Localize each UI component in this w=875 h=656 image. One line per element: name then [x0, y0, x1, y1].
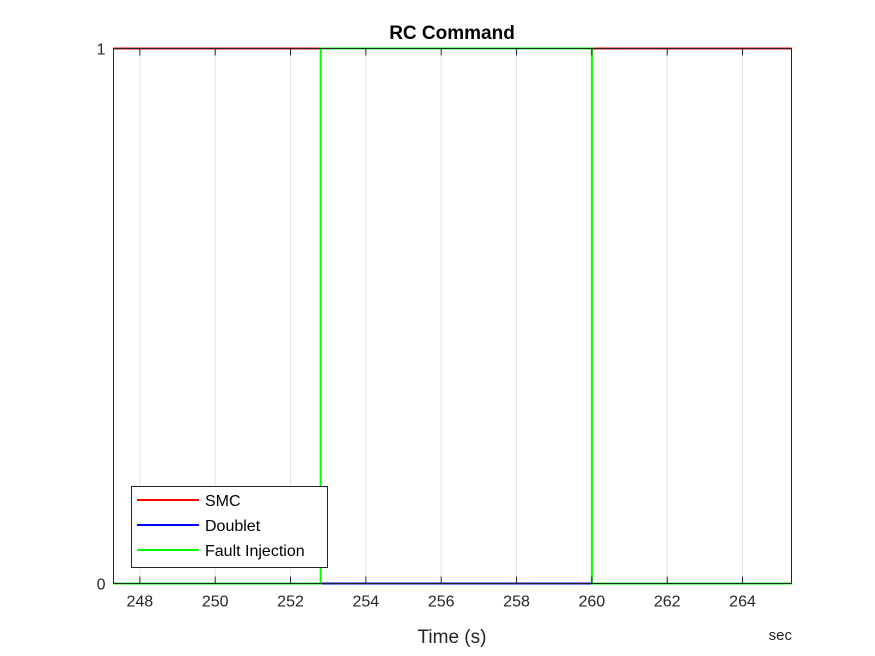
legend-label-doublet: Doublet — [205, 518, 261, 535]
chart-title: RC Command — [389, 23, 515, 44]
x-tick-label: 250 — [202, 594, 229, 611]
axes-box — [113, 48, 792, 584]
y-tick-label: 1 — [97, 42, 106, 59]
x-tick-label: 262 — [654, 594, 681, 611]
legend: SMC Doublet Fault Injection — [131, 486, 328, 568]
y-tick-label: 0 — [97, 577, 106, 594]
x-tick-label: 252 — [277, 594, 304, 611]
legend-label-smc: SMC — [205, 493, 241, 510]
x-tick-label: 258 — [503, 594, 530, 611]
x-tick-label: 256 — [428, 594, 455, 611]
x-tick-label: 254 — [353, 594, 380, 611]
axis-ticks: 248 250 252 254 256 258 260 262 264 0 1 — [97, 42, 792, 611]
legend-label-fault-injection: Fault Injection — [205, 543, 305, 560]
x-tick-label: 260 — [579, 594, 606, 611]
x-tick-label: 248 — [127, 594, 154, 611]
x-axis-label: Time (s) — [418, 627, 487, 648]
x-tick-label: 264 — [729, 594, 756, 611]
x-axis-unit-label: sec — [769, 627, 793, 644]
